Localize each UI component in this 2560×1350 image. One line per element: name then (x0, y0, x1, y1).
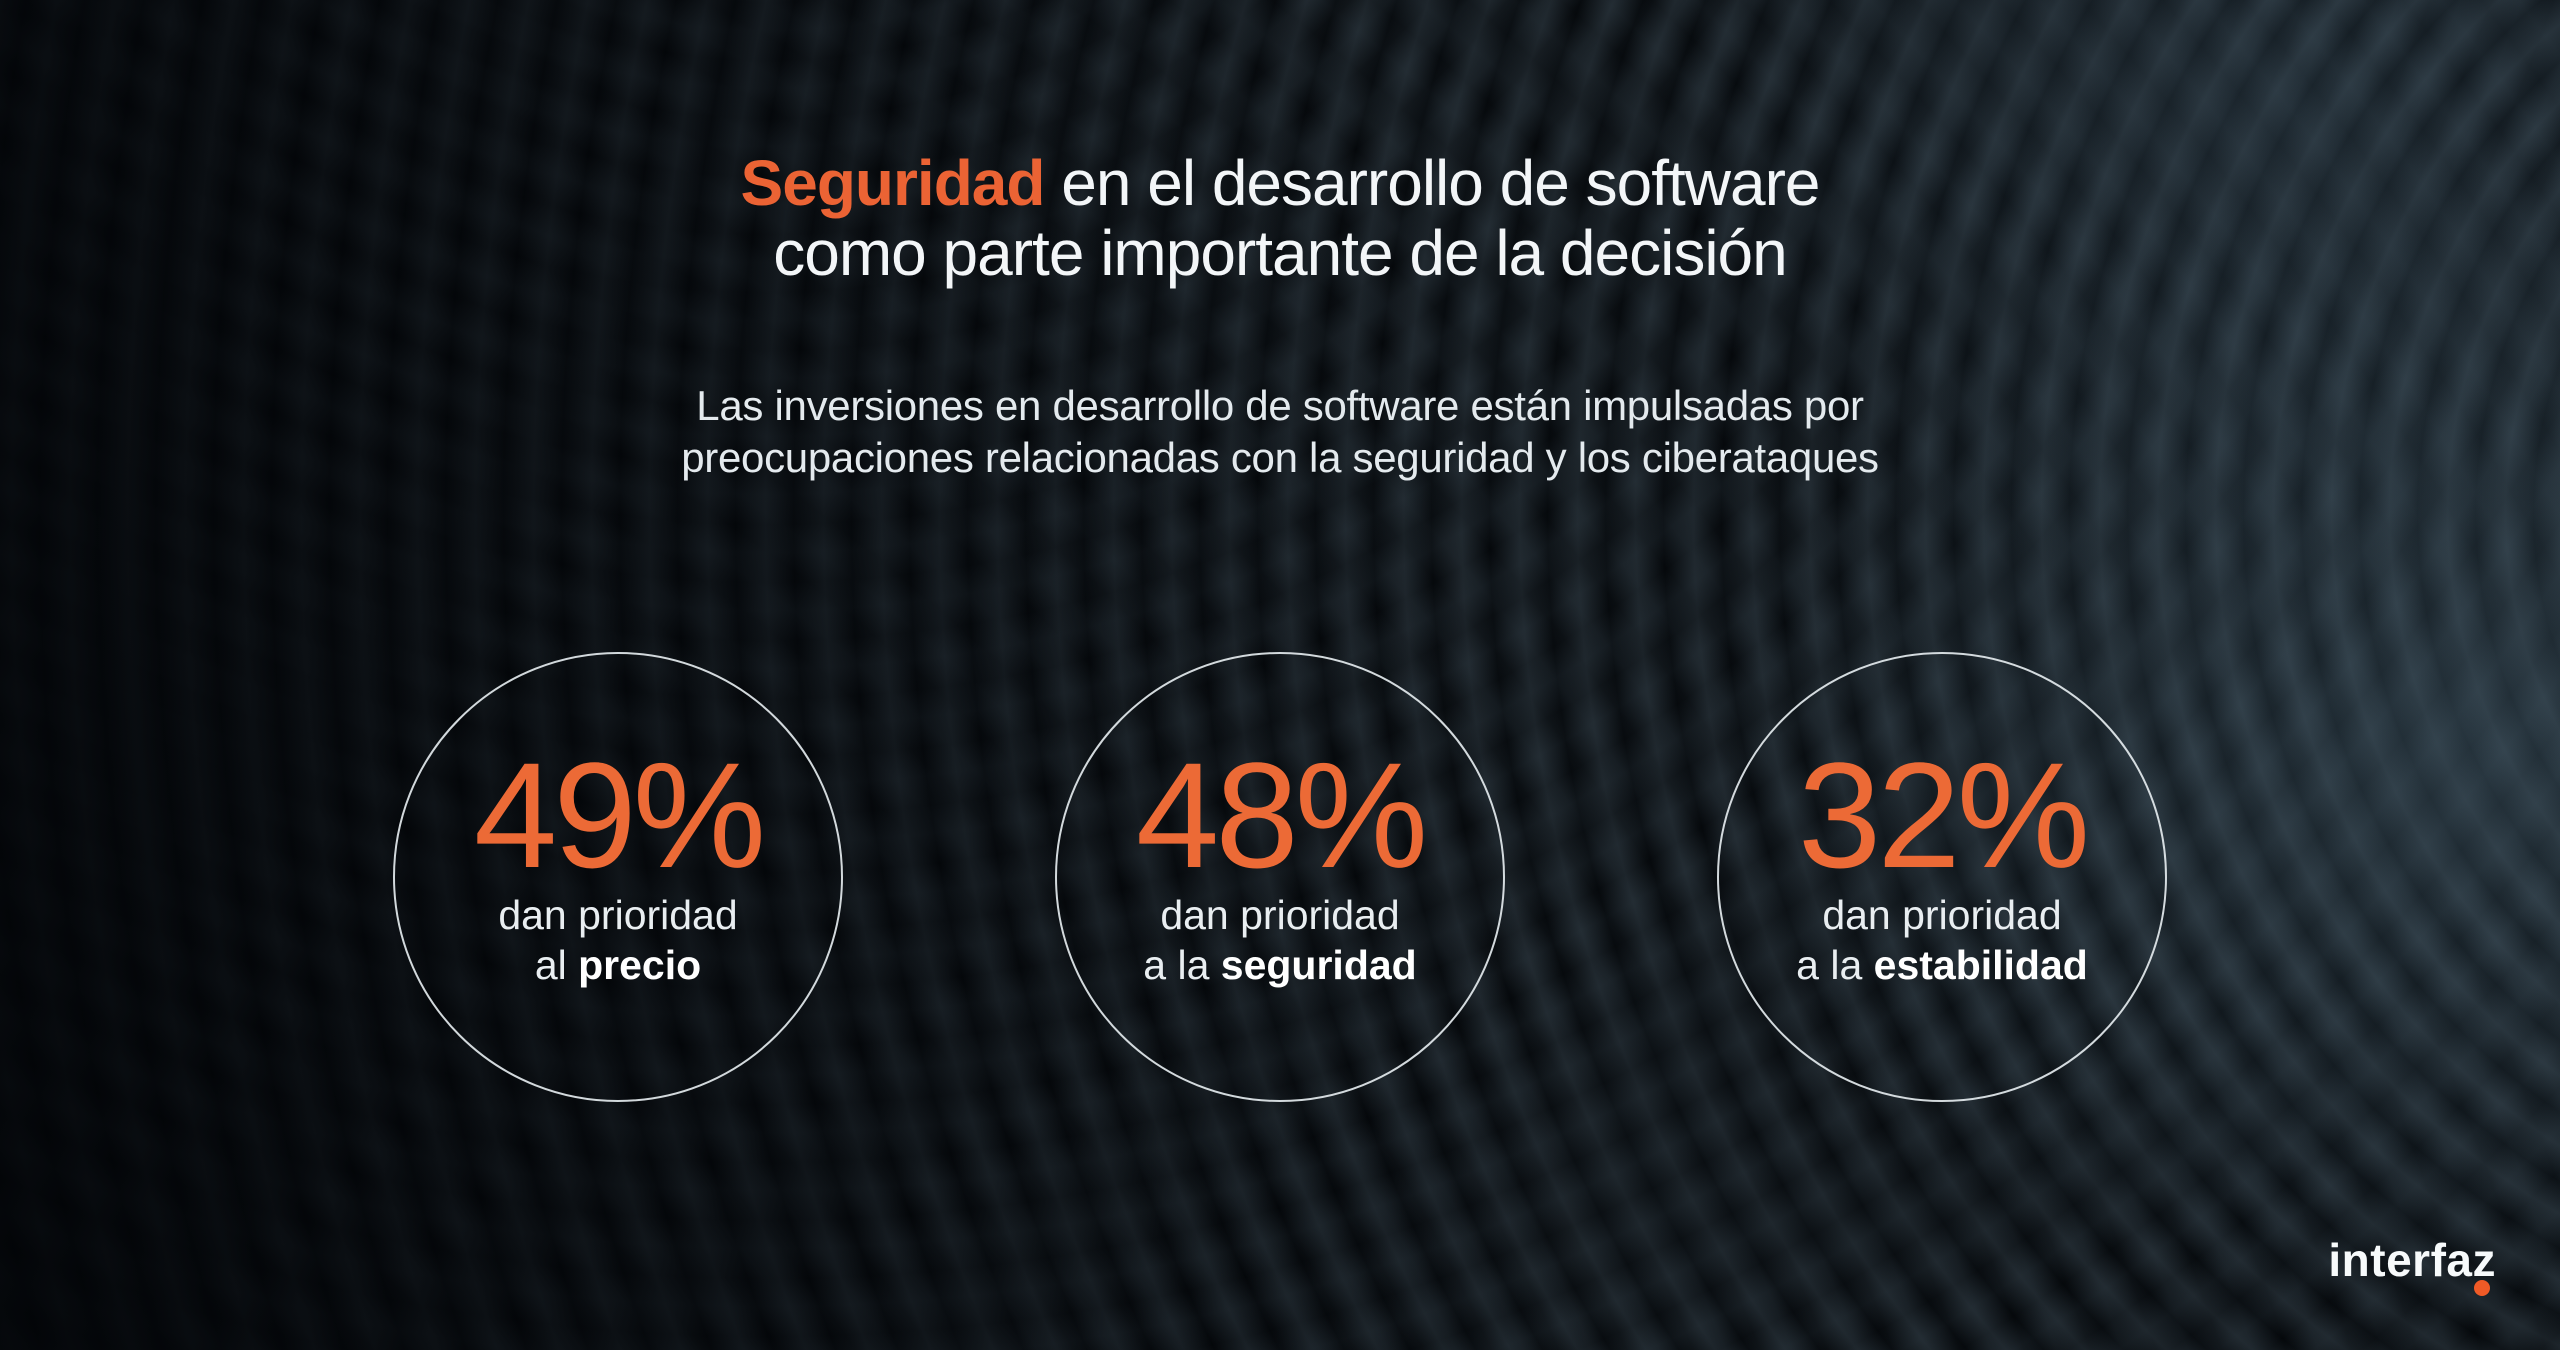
stat-label-line2-prefix: al (534, 942, 579, 988)
stat-label: dan prioridad a la seguridad (1143, 890, 1416, 990)
stat-circle-precio: 49% dan prioridad al precio (393, 652, 843, 1102)
page-subtitle: Las inversiones en desarrollo de softwar… (0, 380, 2560, 484)
stat-label-line1: dan prioridad (1822, 892, 2062, 938)
stat-label-line1: dan prioridad (1160, 892, 1400, 938)
logo: interfaz (2328, 1234, 2496, 1298)
stat-value: 49% (473, 731, 766, 899)
stat-label: dan prioridad al precio (498, 890, 737, 990)
stat-label-line1: dan prioridad (498, 892, 738, 938)
stat-circle-estabilidad: 32% dan prioridad a la estabilidad (1717, 652, 2167, 1102)
stat-label-line2-keyword: precio (578, 942, 702, 988)
subtitle-line2: preocupaciones relacionadas con la segur… (681, 434, 1879, 481)
stat-label-line2-prefix: a la (1796, 942, 1874, 988)
subtitle-line1: Las inversiones en desarrollo de softwar… (696, 382, 1864, 429)
title-highlight: Seguridad (740, 147, 1046, 219)
stat-value: 32% (1797, 731, 2090, 899)
stat-label-line2-prefix: a la (1143, 942, 1221, 988)
stat-label-line2-keyword: estabilidad (1873, 942, 2088, 988)
logo-dot-icon (2474, 1280, 2490, 1296)
stat-label: dan prioridad a la estabilidad (1796, 890, 2088, 990)
stats-row: 49% dan prioridad al precio 48% dan prior… (0, 652, 2560, 1102)
title-line1-rest: en el desarrollo de software (1044, 147, 1820, 219)
stat-label-line2-keyword: seguridad (1220, 942, 1417, 988)
stat-value: 48% (1135, 731, 1428, 899)
logo-text: interfaz (2328, 1234, 2496, 1286)
page-title: Seguridad en el desarrollo de software co… (0, 148, 2560, 288)
stat-circle-seguridad: 48% dan prioridad a la seguridad (1055, 652, 1505, 1102)
title-line2: como parte importante de la decisión (773, 217, 1787, 289)
